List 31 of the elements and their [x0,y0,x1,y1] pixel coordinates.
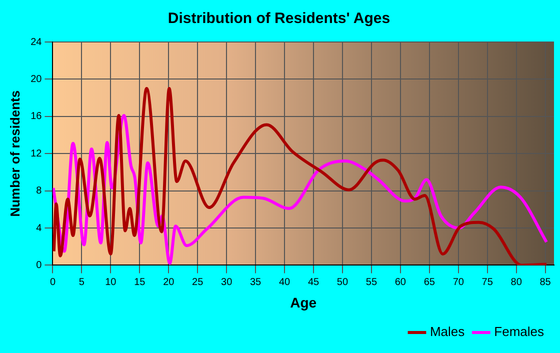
y-tick-label: 0 [36,260,42,271]
x-tick-label: 10 [105,276,117,288]
x-tick-label: 25 [192,276,204,288]
x-tick-label: 80 [510,276,522,288]
x-tick-label: 20 [163,276,175,288]
x-tick-label: 55 [366,276,378,288]
y-tick-label: 12 [30,148,42,160]
y-tick-label: 16 [30,111,42,122]
x-tick-label: 35 [250,276,262,288]
x-tick-label: 15 [134,276,146,288]
y-tick-label: 8 [36,186,42,197]
legend-label: Males [430,324,466,340]
x-tick-label: 0 [50,276,56,288]
y-tick-label: 20 [30,74,42,85]
x-tick-label: 70 [452,276,464,288]
chart-title: Distribution of Residents' Ages [168,10,390,28]
x-tick-label: 5 [78,276,85,288]
legend-label: Females [494,324,544,340]
y-axis-title: Number of residents [7,90,22,217]
x-tick-label: 65 [424,276,436,288]
x-tick-label: 45 [308,276,320,288]
line-series [52,87,548,266]
x-tick-label: 60 [394,276,406,288]
x-tick-label: 75 [482,276,494,288]
x-axis-title: Age [290,294,317,310]
x-tick-label: 85 [540,276,552,288]
x-tick-label: 50 [336,276,348,288]
y-tick-label: 24 [30,36,42,48]
x-tick-label: 30 [221,276,233,288]
y-tick-label: 4 [36,222,42,234]
x-tick-label: 40 [278,276,291,288]
